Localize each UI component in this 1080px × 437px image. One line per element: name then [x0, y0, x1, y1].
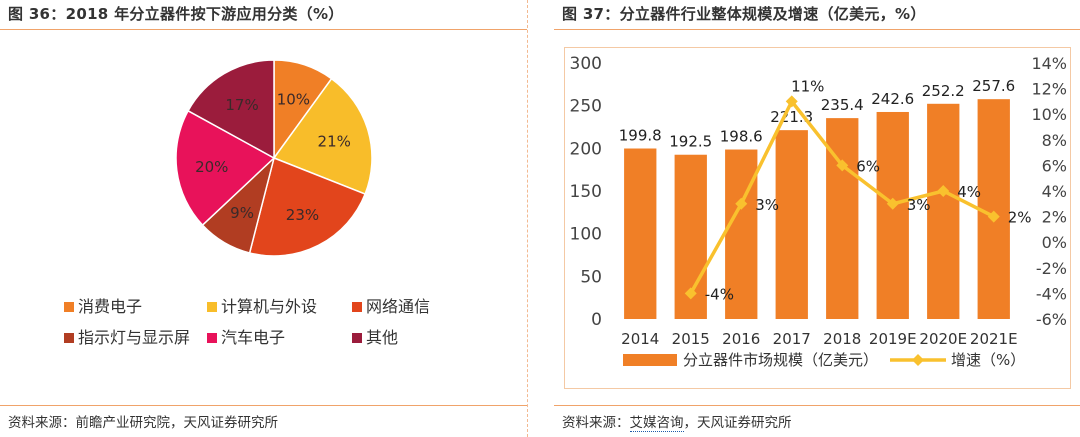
y-right-tick-label: 6%: [1042, 156, 1067, 175]
bar-line-chart: 0 50 100 150 200 250 300 -6% -4% -2% 0% 2% 4% 6% 8% 10%…: [570, 54, 1067, 369]
bar-value-label: 192.5: [669, 133, 712, 151]
figure-36-source: 资料来源：前瞻产业研究院，天风证券研究所: [8, 415, 278, 431]
x-tick-label: 2021E: [970, 330, 1018, 348]
bar-value-label: 198.6: [720, 128, 763, 146]
growth-label: 3%: [907, 196, 931, 214]
y-right-tick-label: 2%: [1042, 208, 1067, 227]
legend-label: 汽车电子: [221, 328, 285, 347]
growth-label: 6%: [856, 157, 880, 175]
growth-label: 2%: [1008, 209, 1032, 227]
pie-slice: [187, 59, 275, 160]
growth-point: [836, 159, 849, 172]
y-right-tick-label: 0%: [1042, 233, 1067, 252]
source-suffix: ，天风证券研究所: [683, 415, 792, 431]
legend-label: 指示灯与显示屏: [78, 328, 190, 347]
x-tick-label: 2017: [773, 330, 811, 348]
bar-value-label: 257.6: [972, 77, 1015, 95]
pie-slice-label: 23%: [286, 206, 319, 224]
figure-36-title: 图 36：2018 年分立器件按下游应用分类（%）: [8, 5, 344, 23]
bar: [725, 149, 758, 319]
legend-bar-label: 分立器件市场规模（亿美元）: [683, 351, 878, 369]
pie-slice-label: 9%: [230, 204, 254, 222]
growth-point: [937, 185, 950, 197]
legend-line-marker: [912, 354, 924, 366]
legend-label: 计算机与外设: [221, 297, 317, 316]
y-right-tick-label: 4%: [1042, 182, 1067, 201]
bar: [624, 148, 657, 319]
figure-37-title: 图 37：分立器件行业整体规模及增速（亿美元，%）: [562, 5, 926, 23]
bar-value-label: 252.2: [922, 82, 965, 100]
x-tick-label: 2014: [621, 330, 659, 348]
y-left-tick-label: 300: [570, 54, 602, 74]
bar: [876, 111, 909, 320]
x-tick-label: 2019E: [869, 330, 917, 348]
source-link[interactable]: 艾媒咨询: [629, 415, 684, 432]
bar: [977, 99, 1010, 319]
pie-slice: [272, 77, 373, 196]
legend-swatch: [207, 302, 217, 312]
bar-value-label: 199.8: [619, 127, 662, 145]
y-left-tick-label: 250: [570, 97, 602, 117]
x-tick-label: 2016: [722, 330, 760, 348]
panel-separator: [527, 0, 528, 437]
y-right-tick-label: -4%: [1036, 284, 1067, 303]
source-divider: [554, 405, 1080, 406]
pie-slice-label: 20%: [195, 158, 228, 176]
y-right-tick-label: 14%: [1031, 54, 1067, 73]
title-divider: [554, 29, 1080, 30]
legend-label: 消费电子: [78, 297, 142, 316]
pie-slice: [175, 109, 276, 227]
growth-point: [886, 197, 899, 210]
legend-swatch: [352, 302, 362, 312]
y-right-tick-label: 12%: [1031, 80, 1067, 99]
legend-label: 网络通信: [366, 297, 430, 316]
x-tick-label: 2018: [823, 330, 861, 348]
y-right-tick-label: 8%: [1042, 131, 1067, 150]
legend-swatch: [352, 333, 362, 343]
pie-slice-label: 10%: [277, 90, 310, 108]
legend-swatch: [64, 302, 74, 312]
y-left-tick-label: 150: [570, 182, 602, 202]
x-tick-label: 2020E: [919, 330, 967, 348]
growth-label: 3%: [755, 196, 779, 214]
source-prefix: 资料来源：: [562, 415, 630, 431]
bar-value-label: 242.6: [871, 90, 914, 108]
y-left-tick-label: 50: [580, 267, 602, 287]
legend-swatch: [207, 333, 217, 343]
left-figure-panel: 图 36：2018 年分立器件按下游应用分类（%） 10% 21% 23% 9% 20%…: [0, 0, 527, 437]
right-figure-panel: 图 37：分立器件行业整体规模及增速（亿美元，%） 0 50 100 150 200 25…: [554, 0, 1080, 437]
pie-slice-label: 21%: [318, 133, 351, 151]
pie-slice: [248, 156, 367, 257]
growth-point: [735, 197, 748, 210]
y-right-tick-label: -2%: [1036, 259, 1067, 278]
bar-value-label: 221.3: [770, 108, 813, 126]
x-tick-label: 2015: [672, 330, 710, 348]
y-right-tick-label: 10%: [1031, 105, 1067, 124]
growth-point: [987, 210, 1000, 223]
growth-point: [684, 287, 697, 300]
legend-swatch: [64, 333, 74, 343]
legend-line-label: 增速（%）: [951, 351, 1025, 369]
title-divider: [0, 29, 527, 30]
growth-label: 11%: [791, 77, 824, 95]
growth-point: [785, 95, 798, 108]
y-left-tick-label: 0: [591, 310, 602, 330]
growth-label: 4%: [957, 183, 981, 201]
figure-37-source: 资料来源：艾媒咨询，天风证券研究所: [562, 411, 792, 432]
growth-label: -4%: [705, 285, 734, 303]
legend-bar-swatch: [623, 354, 677, 366]
bar: [927, 103, 960, 319]
source-divider: [0, 405, 527, 406]
bar-value-label: 235.4: [821, 96, 864, 114]
chart-frame: [564, 47, 1071, 389]
y-right-tick-label: -6%: [1036, 310, 1067, 329]
pie-slice-label: 17%: [225, 96, 258, 114]
bar: [775, 130, 808, 319]
legend-label: 其他: [366, 328, 398, 347]
y-left-tick-label: 100: [570, 225, 602, 245]
y-left-tick-label: 200: [570, 139, 602, 159]
